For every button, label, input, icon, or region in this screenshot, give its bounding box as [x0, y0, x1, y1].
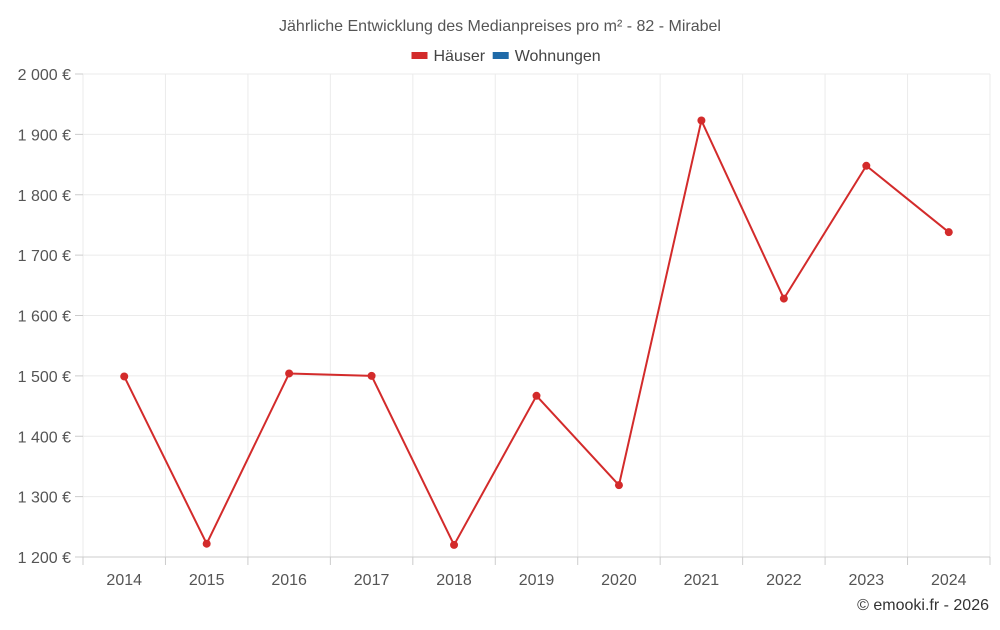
y-tick-label: 1 900 € — [18, 127, 71, 144]
y-tick-label: 2 000 € — [18, 67, 71, 84]
legend-label: Häuser — [434, 48, 486, 65]
legend-swatch — [492, 52, 509, 59]
x-tick-label: 2021 — [684, 572, 720, 589]
x-gridlines — [82, 74, 991, 565]
x-tick-label: 2016 — [271, 572, 307, 589]
legend[interactable]: Häuser Wohnungen — [411, 48, 601, 65]
series-0 — [120, 116, 953, 549]
x-tick-label: 2024 — [931, 572, 967, 589]
y-axis-ticks: 1 200 € 1 300 € 1 400 € 1 500 € 1 600 € 1 700… — [18, 67, 83, 567]
y-tick-label: 1 500 € — [18, 369, 71, 386]
legend-item[interactable]: Wohnungen — [492, 48, 601, 65]
y-tick-label: 1 600 € — [18, 309, 71, 326]
x-tick-label: 2014 — [106, 572, 142, 589]
x-tick-label: 2019 — [519, 572, 555, 589]
series-layer — [120, 116, 953, 549]
legend-label: Wohnungen — [515, 48, 601, 65]
data-point[interactable] — [614, 481, 623, 490]
x-tick-label: 2020 — [601, 572, 637, 589]
data-point[interactable] — [367, 371, 376, 380]
x-tick-label: 2023 — [849, 572, 885, 589]
legend-swatch — [411, 52, 428, 59]
data-point[interactable] — [202, 539, 211, 548]
data-point[interactable] — [944, 228, 953, 237]
data-point[interactable] — [285, 369, 294, 378]
y-gridlines — [83, 73, 990, 498]
data-point[interactable] — [697, 116, 706, 125]
x-tick-label: 2015 — [189, 572, 225, 589]
x-axis-ticks: 2014 2015 2016 2017 2018 2019 2020 2021 2022 2023… — [106, 572, 966, 589]
y-tick-label: 1 700 € — [18, 248, 71, 265]
data-point[interactable] — [532, 391, 541, 400]
credit-text: © emooki.fr - 2026 — [857, 597, 989, 614]
legend-item[interactable]: Häuser — [411, 48, 486, 65]
y-tick-label: 1 800 € — [18, 188, 71, 205]
data-point[interactable] — [862, 161, 871, 170]
y-tick-label: 1 200 € — [18, 550, 71, 567]
data-point[interactable] — [120, 372, 129, 381]
data-point[interactable] — [779, 294, 788, 303]
x-tick-label: 2018 — [436, 572, 472, 589]
chart-title: Jährliche Entwicklung des Medianpreises … — [279, 18, 721, 35]
y-tick-label: 1 400 € — [18, 429, 71, 446]
x-tick-label: 2017 — [354, 572, 390, 589]
y-tick-label: 1 300 € — [18, 490, 71, 507]
data-point[interactable] — [450, 540, 459, 549]
x-tick-label: 2022 — [766, 572, 802, 589]
